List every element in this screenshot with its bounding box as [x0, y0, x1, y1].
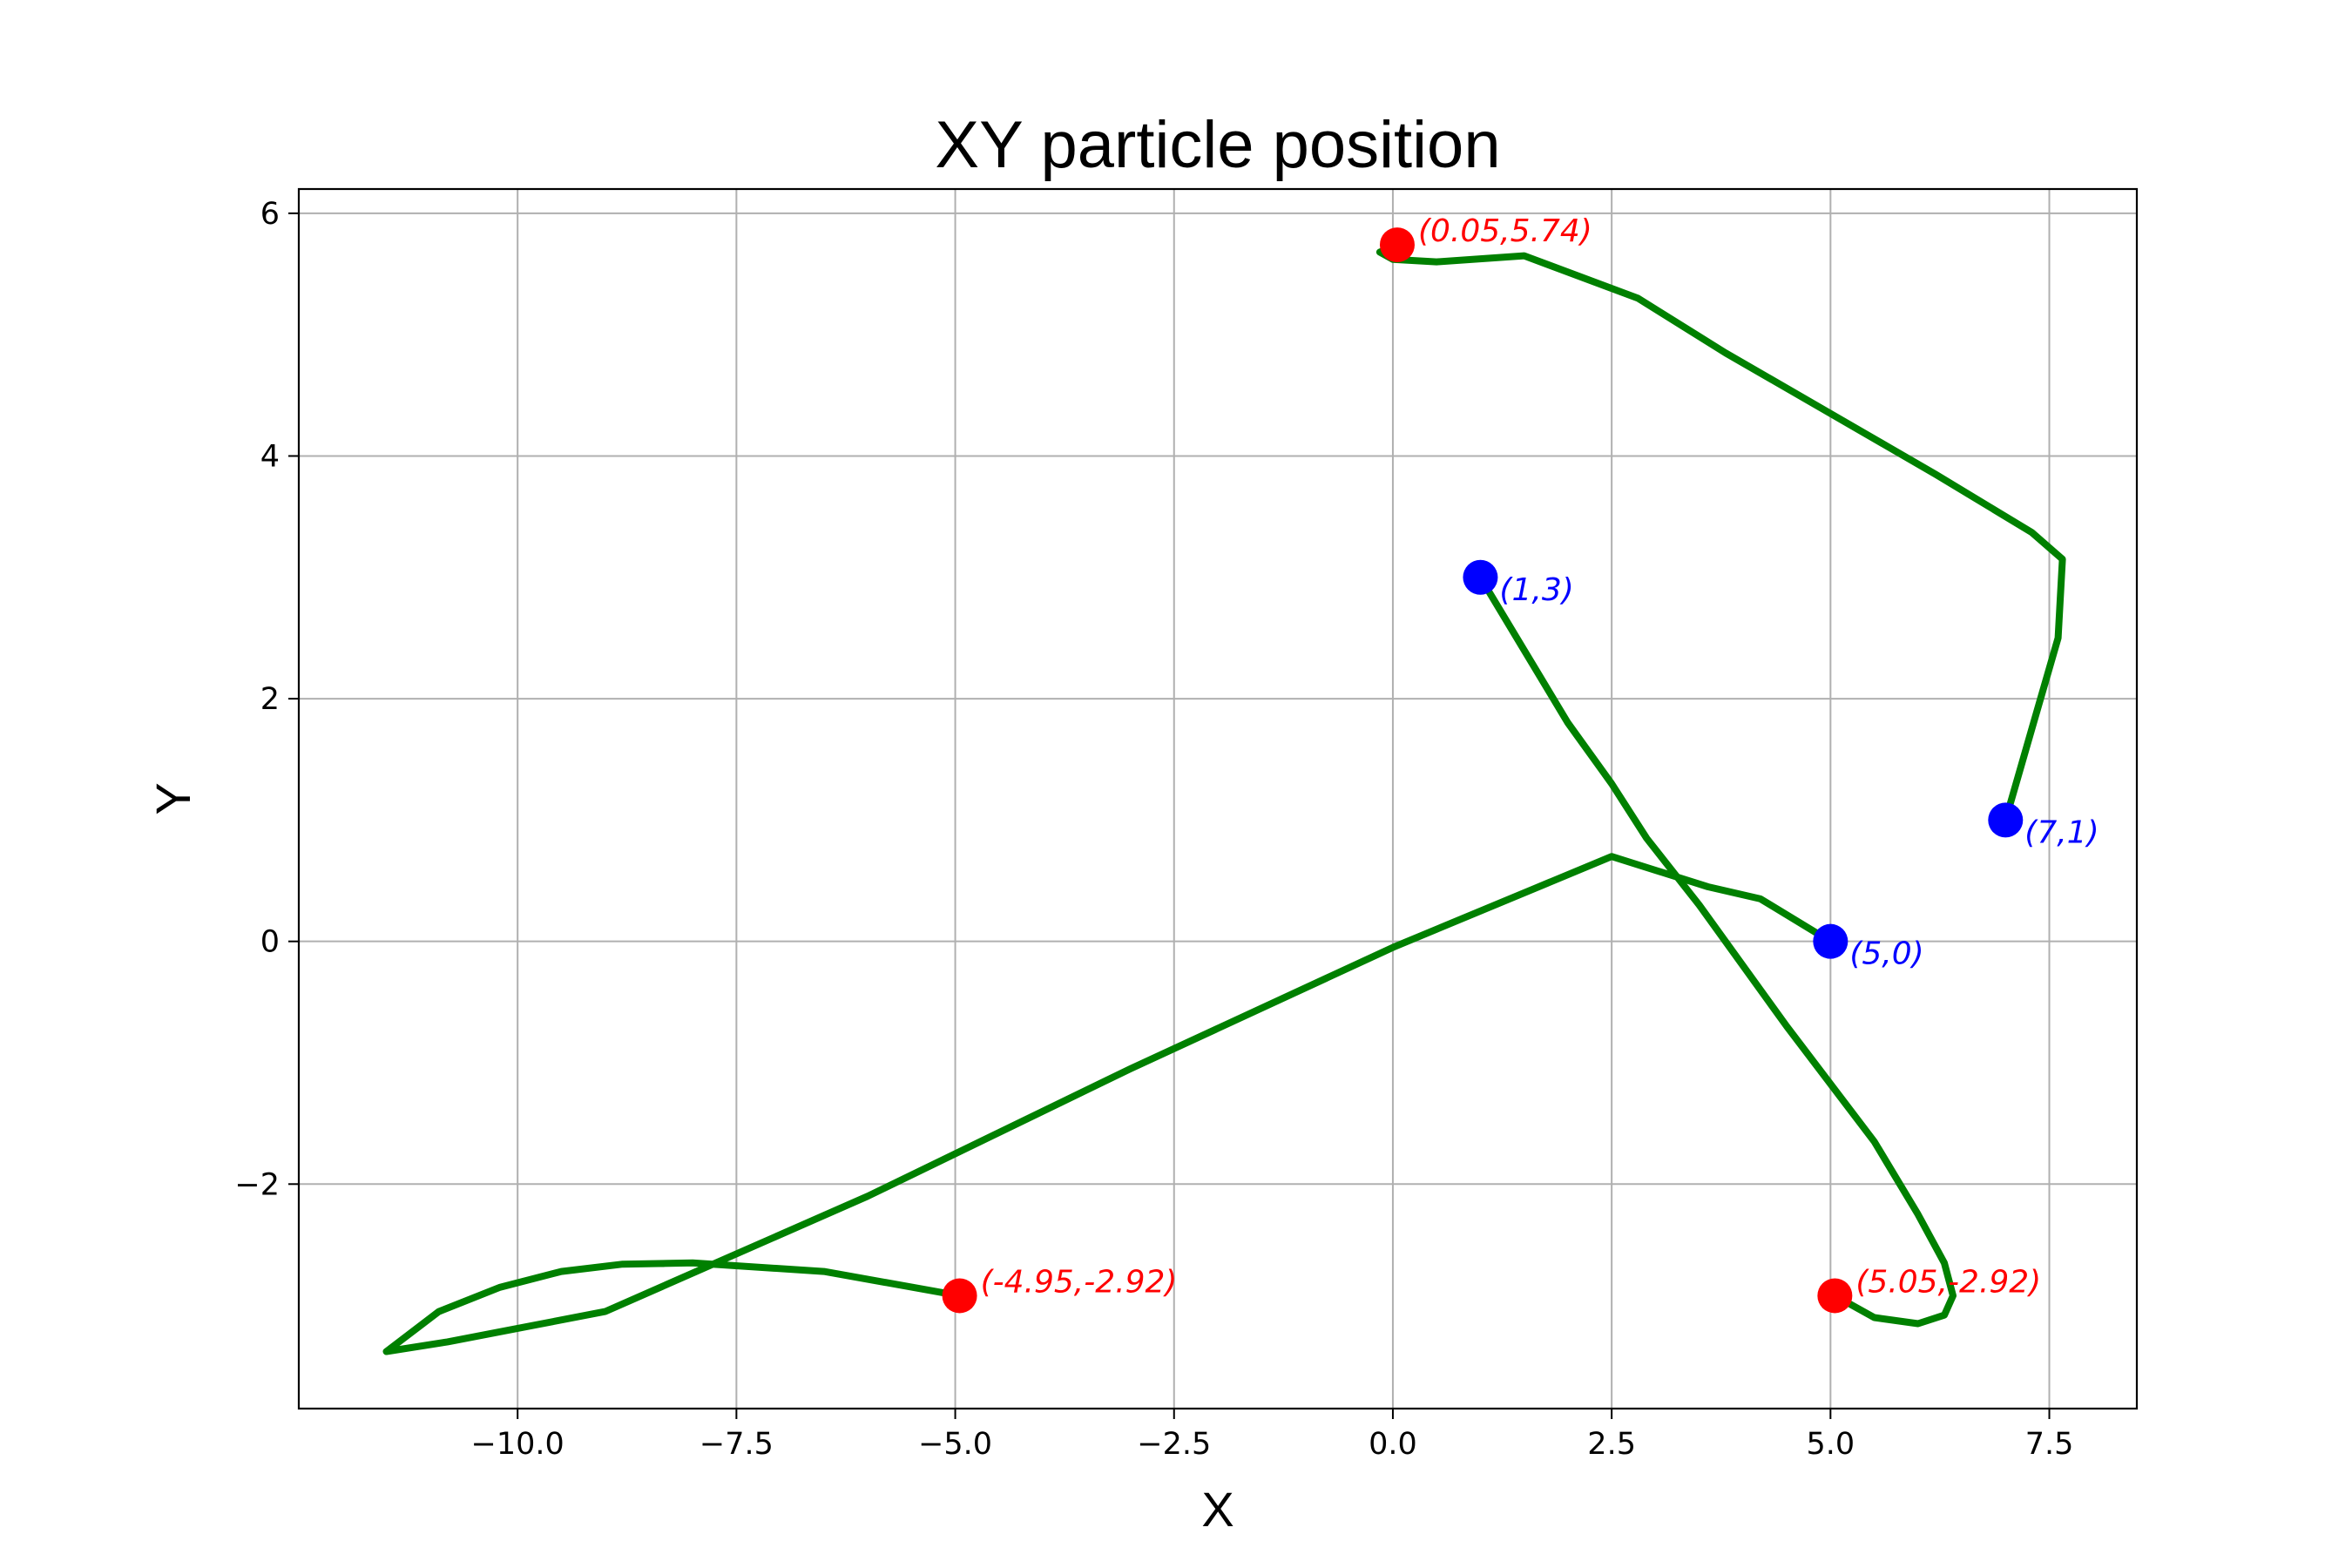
x-tick-label: 5.0: [1806, 1427, 1855, 1462]
x-tick-label: −7.5: [700, 1427, 774, 1462]
start-point-label: (7,1): [2024, 814, 2099, 850]
end-point-marker: [1379, 227, 1415, 263]
x-axis-label: X: [1201, 1482, 1233, 1537]
x-tick-label: 0.0: [1369, 1427, 1417, 1462]
trajectory-points: (7,1) (1,3) (5,0) (0.05,5.74) (5.05,-2.92) (-…: [942, 213, 2099, 1314]
y-tick-label: 2: [260, 682, 280, 717]
end-point-marker: [942, 1278, 977, 1314]
y-axis-label: Y: [145, 782, 200, 814]
x-tick-label: −10.0: [471, 1427, 564, 1462]
start-point-marker: [1813, 923, 1848, 959]
x-tick-label: 7.5: [2025, 1427, 2074, 1462]
start-point-label: (1,3): [1499, 572, 1573, 608]
axis-ticks: −10.0 −7.5 −5.0 −2.5 0.0 2.5 5.0 7.5 −2 0 2 4 6: [234, 197, 2073, 1462]
trajectory-line-2: [1477, 573, 1957, 1328]
y-tick-label: 6: [260, 197, 280, 232]
x-tick-label: 2.5: [1587, 1427, 1636, 1462]
y-tick-label: −2: [234, 1167, 280, 1202]
y-tick-label: 4: [260, 439, 280, 474]
start-point-label: (5,0): [1849, 936, 1923, 972]
start-point-marker: [1463, 559, 1498, 595]
end-point-label: (5.05,-2.92): [1855, 1264, 2041, 1300]
plot-area-frame: [297, 187, 2139, 1410]
y-tick-label: 0: [260, 925, 280, 960]
end-point-marker: [1817, 1278, 1853, 1314]
start-point-marker: [1988, 802, 2024, 838]
end-point-label: (-4.95,-2.92): [981, 1264, 1178, 1300]
x-tick-label: −2.5: [1137, 1427, 1211, 1462]
trajectory-line-3: [382, 853, 1835, 1355]
x-tick-label: −5.0: [918, 1427, 992, 1462]
chart-title: XY particle position: [935, 108, 1500, 182]
end-point-label: (0.05,5.74): [1418, 213, 1592, 249]
